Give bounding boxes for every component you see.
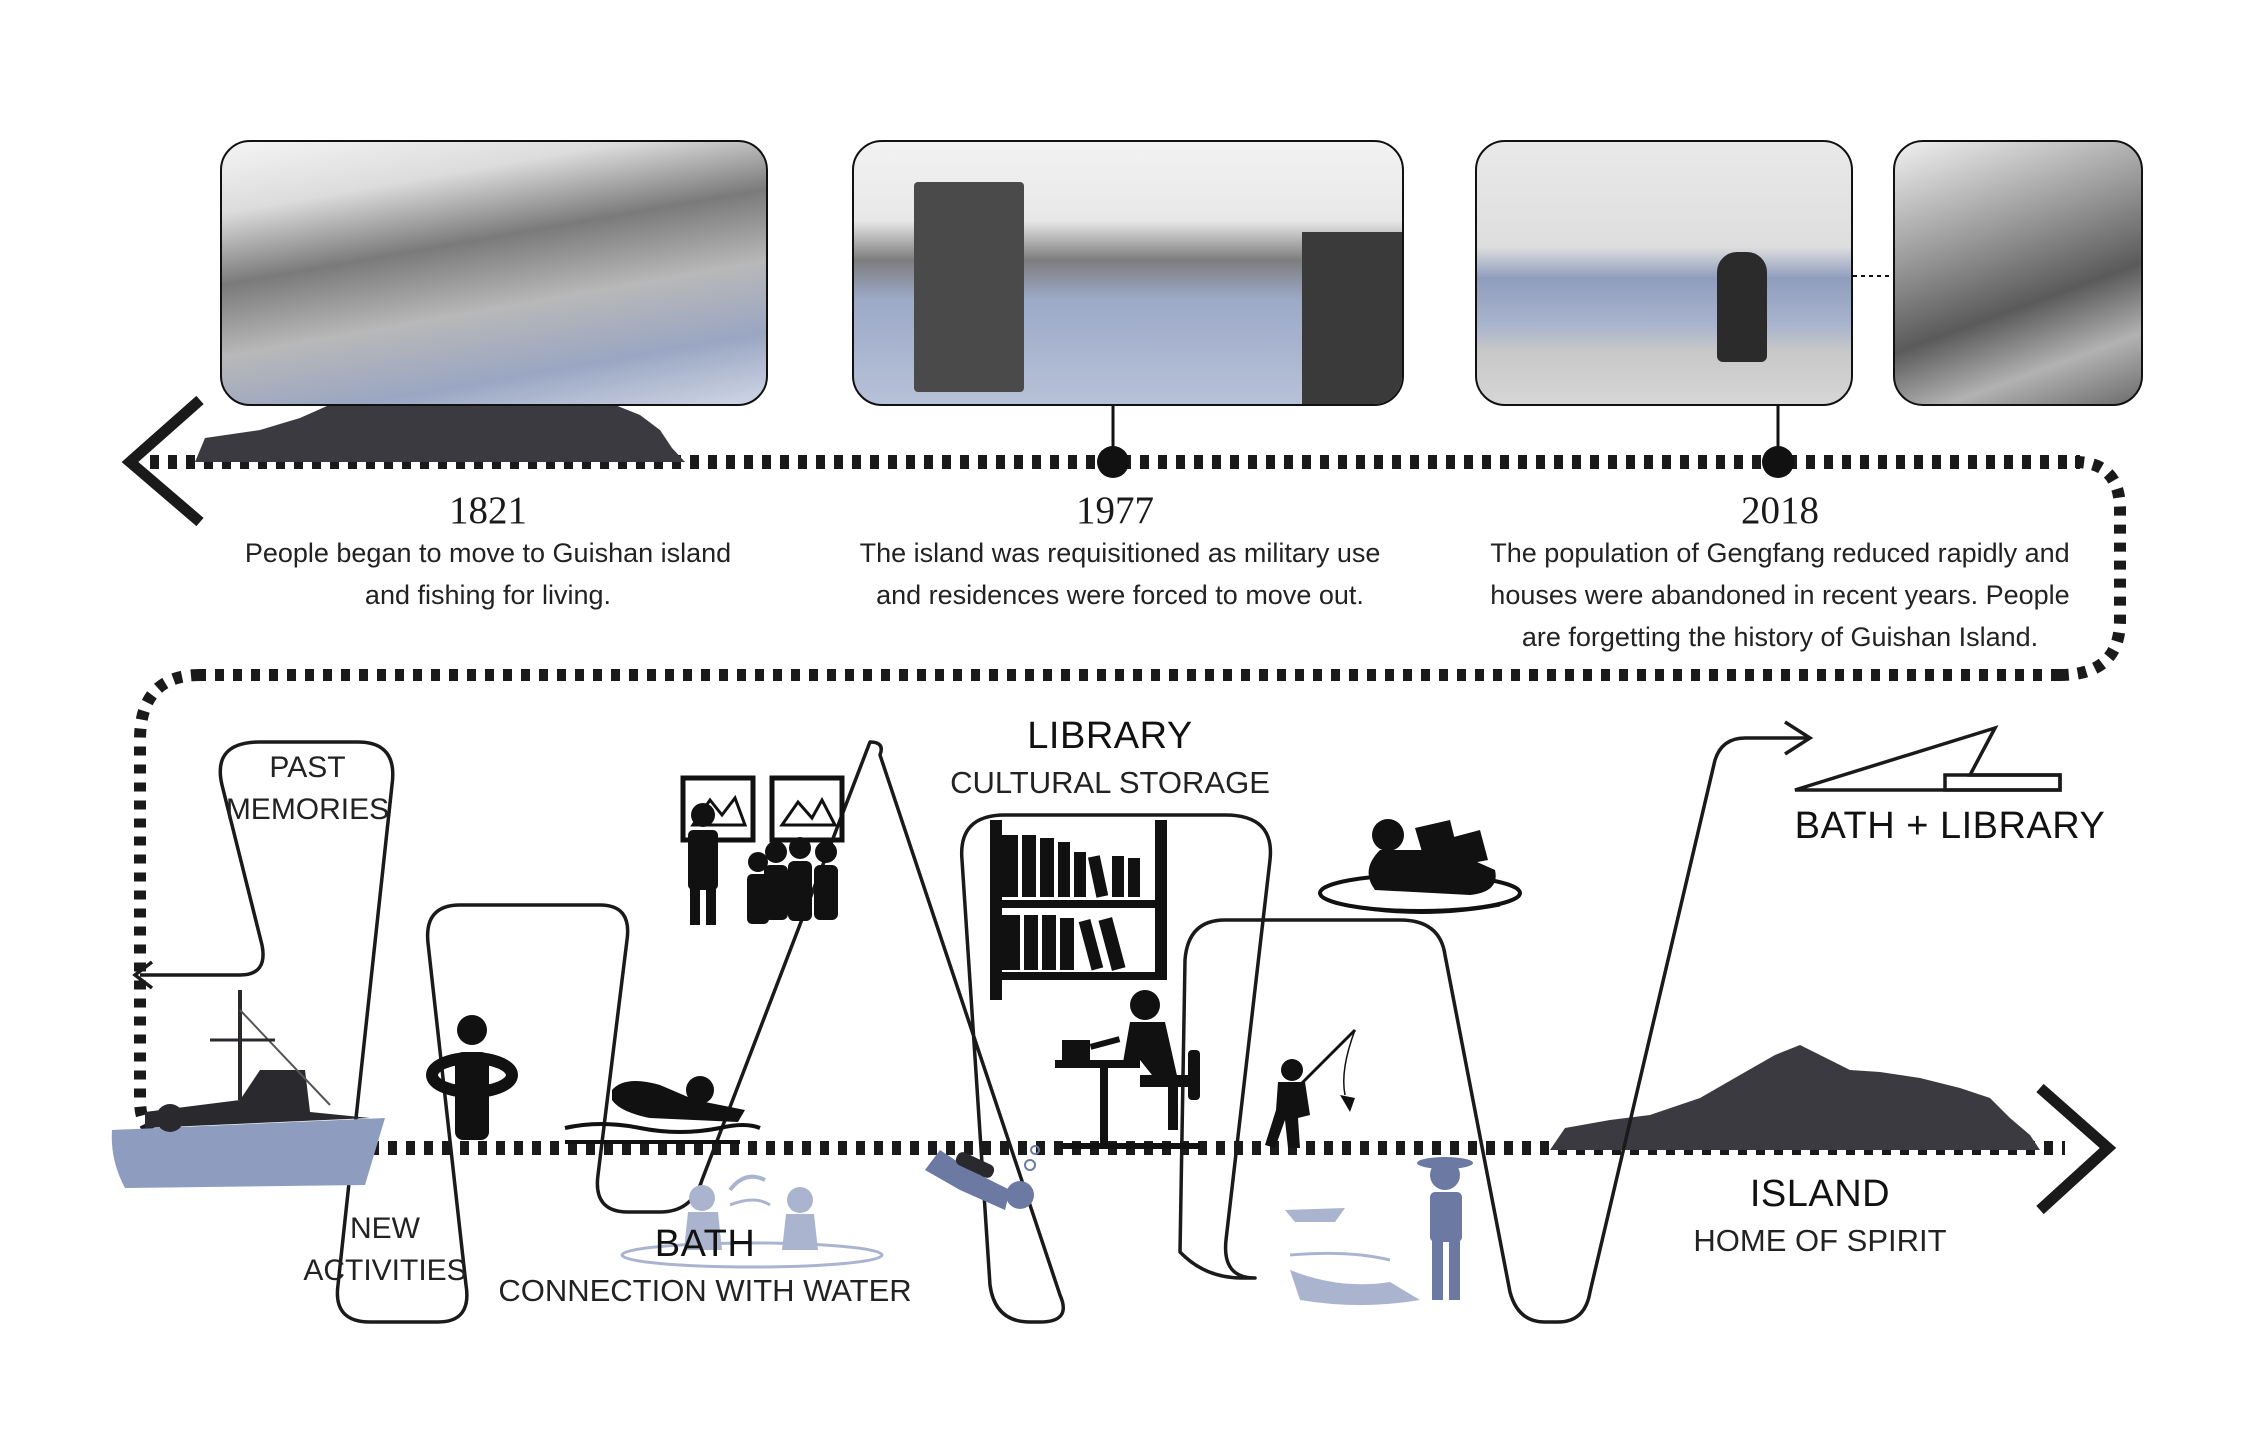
photo-2018-seaside: [1475, 140, 1853, 406]
event-desc-1977: The island was requisitioned as military…: [859, 538, 1381, 610]
event-year-2018: 2018: [1741, 489, 1819, 532]
event-year-1977: 1977: [1076, 489, 1154, 532]
marker-2018: [1762, 446, 1794, 478]
photo-1821-fishing-village: [220, 140, 768, 406]
net-fisher-icon: [1285, 1157, 1473, 1305]
island-silhouette-right: [1550, 1045, 2040, 1150]
bookshelf-icon: [990, 820, 1167, 1000]
left-curve: [134, 669, 201, 1151]
bath-subtitle: CONNECTION WITH WATER: [498, 1273, 912, 1308]
event-desc-1821: People began to move to Guishan island a…: [244, 538, 732, 610]
island-title: ISLAND: [1749, 1173, 1891, 1215]
journey-line: [140, 736, 1810, 1324]
bath-title: BATH: [654, 1223, 756, 1265]
swim-ring-person-icon: [426, 1015, 518, 1140]
event-year-1821: 1821: [449, 489, 527, 532]
bath-library-icon: [1794, 725, 2062, 792]
swimmer-icon: [564, 1076, 761, 1144]
island-subtitle: HOME OF SPIRIT: [1693, 1223, 1947, 1258]
new-activities-label: NEW ACTIVITIES: [303, 1212, 467, 1287]
right-arrowhead: [2036, 1083, 2117, 1215]
right-curve: [2059, 456, 2126, 681]
splashing-people-icon: [620, 1174, 884, 1269]
left-arrowhead: [121, 395, 204, 527]
diver-icon: [925, 1145, 1040, 1210]
library-title: LIBRARY: [1027, 715, 1193, 757]
island-silhouette-left: [195, 362, 685, 462]
bath-relaxing-icon: [1318, 819, 1522, 914]
boat-icon: [111, 990, 385, 1188]
photo-2018-abandoned-house: [1893, 140, 2143, 406]
past-memories-label: PAST MEMORIES: [225, 751, 390, 826]
reader-at-desk-icon: [1055, 990, 1200, 1149]
library-subtitle: CULTURAL STORAGE: [950, 765, 1270, 800]
event-desc-2018: The population of Gengfang reduced rapid…: [1490, 538, 2070, 652]
marker-1977: [1097, 446, 1129, 478]
photo-1977-military-watchtower: [852, 140, 1404, 406]
gallery-visitors-icon: [680, 775, 845, 925]
bath-library-label: BATH + LIBRARY: [1794, 805, 2106, 847]
fisherman-icon: [1265, 1028, 1357, 1148]
